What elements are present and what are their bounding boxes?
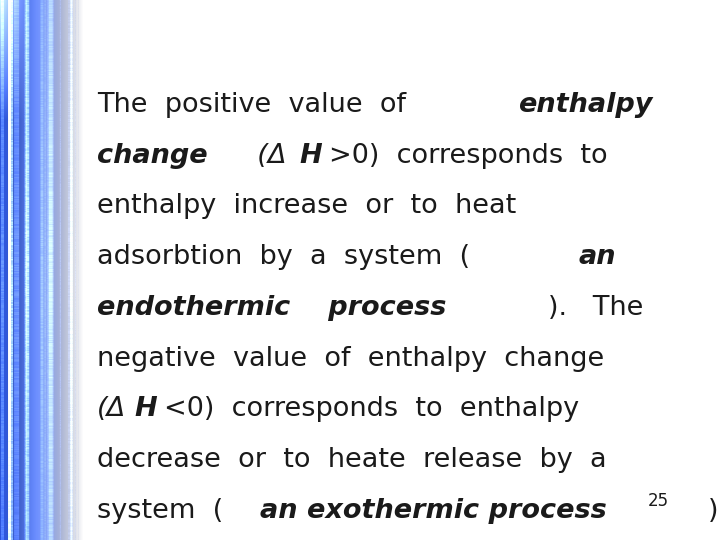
Text: change: change bbox=[97, 143, 208, 168]
Text: H: H bbox=[135, 396, 158, 422]
Text: decrease  or  to  heate  release  by  a: decrease or to heate release by a bbox=[97, 447, 607, 473]
Text: system  (: system ( bbox=[97, 498, 223, 524]
Text: (Δ: (Δ bbox=[240, 143, 287, 168]
Text: <0)  corresponds  to  enthalpy: <0) corresponds to enthalpy bbox=[164, 396, 580, 422]
Text: an exothermic process: an exothermic process bbox=[260, 498, 607, 524]
Text: The  positive  value  of: The positive value of bbox=[97, 92, 423, 118]
Text: (Δ: (Δ bbox=[97, 396, 126, 422]
Text: enthalpy: enthalpy bbox=[518, 92, 652, 118]
Text: enthalpy  increase  or  to  heat: enthalpy increase or to heat bbox=[97, 193, 516, 219]
Text: 25: 25 bbox=[648, 492, 670, 510]
Text: negative  value  of  enthalpy  change: negative value of enthalpy change bbox=[97, 346, 605, 372]
Text: H: H bbox=[300, 143, 323, 168]
Text: an: an bbox=[579, 244, 616, 270]
Text: endothermic    process: endothermic process bbox=[97, 295, 446, 321]
Text: adsorbtion  by  a  system  (: adsorbtion by a system ( bbox=[97, 244, 470, 270]
Text: ).   The: ). The bbox=[548, 295, 644, 321]
Text: >0)  corresponds  to: >0) corresponds to bbox=[329, 143, 608, 168]
Text: ).: ). bbox=[708, 498, 720, 524]
